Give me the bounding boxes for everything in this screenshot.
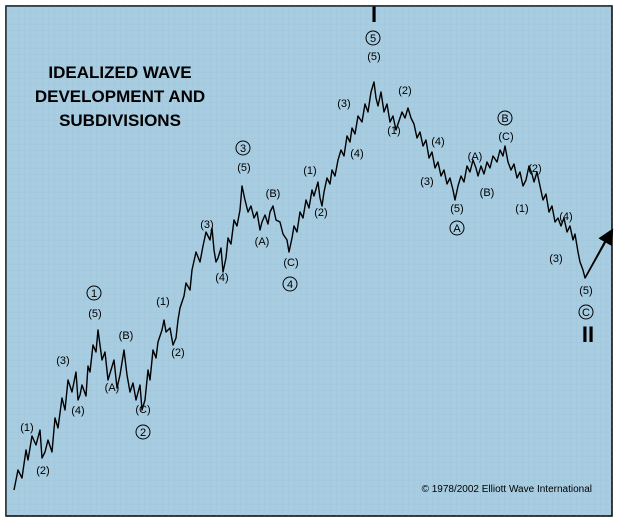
roman-label-bottom: II — [582, 322, 594, 347]
grid-overlay — [6, 6, 612, 516]
label-2-B: (B) — [119, 330, 134, 342]
label-C-5: (5) — [579, 285, 592, 297]
label-A-2: (2) — [398, 85, 411, 97]
circled-label-4: 4 — [282, 276, 298, 292]
label-4-A: (A) — [255, 236, 270, 248]
label-C-1: (1) — [515, 203, 528, 215]
label-1-3: (3) — [56, 355, 69, 367]
svg-text:5: 5 — [370, 33, 376, 45]
circled-label-C: C — [578, 304, 594, 320]
label-5-3: (3) — [337, 98, 350, 110]
circled-label-5: 5 — [365, 30, 381, 46]
label-2-C: (C) — [135, 404, 150, 416]
circled-label-A: A — [449, 220, 465, 236]
label-1-4: (4) — [71, 405, 84, 417]
title-line-1: IDEALIZED WAVE — [48, 63, 191, 82]
label-A-5: (5) — [450, 203, 463, 215]
svg-text:2: 2 — [140, 427, 146, 439]
label-4-B: (B) — [266, 188, 281, 200]
label-5-1: (1) — [303, 165, 316, 177]
circled-label-B: B — [497, 110, 513, 126]
continuation-arrow — [584, 228, 614, 279]
label-A-3: (3) — [420, 176, 433, 188]
label-5-2: (2) — [314, 207, 327, 219]
minor-labels: (1) (2) (3) (4) (5) (A) (B) (C) (1) (2) … — [20, 51, 592, 477]
wave-line — [13, 81, 611, 491]
label-2-A: (A) — [105, 382, 120, 394]
label-C-2: (2) — [528, 163, 541, 175]
title-line-3: SUBDIVISIONS — [59, 111, 181, 130]
circled-label-2: 2 — [135, 424, 151, 440]
label-3-5: (5) — [237, 162, 250, 174]
label-1-1: (1) — [20, 422, 33, 434]
svg-text:1: 1 — [91, 288, 97, 300]
label-3-4: (4) — [215, 272, 228, 284]
label-3-1: (1) — [156, 296, 169, 308]
label-3-2: (2) — [171, 347, 184, 359]
label-A-1: (1) — [387, 125, 400, 137]
label-4-C: (C) — [283, 257, 298, 269]
label-C-4: (4) — [559, 211, 572, 223]
svg-text:4: 4 — [287, 279, 293, 291]
svg-text:C: C — [582, 307, 590, 319]
label-5-5: (5) — [367, 51, 380, 63]
title-line-2: DEVELOPMENT AND — [35, 87, 205, 106]
circled-labels: 1 2 3 4 5 A B C — [86, 30, 594, 440]
svg-text:A: A — [453, 223, 461, 235]
label-A-4: (4) — [431, 136, 444, 148]
svg-text:B: B — [501, 113, 508, 125]
label-3-3: (3) — [200, 219, 213, 231]
circled-label-1: 1 — [86, 285, 102, 301]
circled-label-3: 3 — [235, 140, 251, 156]
roman-label-top: I — [371, 2, 377, 27]
label-5-4: (4) — [350, 148, 363, 160]
label-B-B: (B) — [480, 187, 495, 199]
label-C-3: (3) — [549, 253, 562, 265]
label-1-5: (5) — [88, 308, 101, 320]
label-B-C: (C) — [498, 131, 513, 143]
svg-text:3: 3 — [240, 143, 246, 155]
label-1-2: (2) — [36, 465, 49, 477]
copyright-text: © 1978/2002 Elliott Wave International — [422, 484, 592, 495]
label-B-A: (A) — [468, 151, 483, 163]
